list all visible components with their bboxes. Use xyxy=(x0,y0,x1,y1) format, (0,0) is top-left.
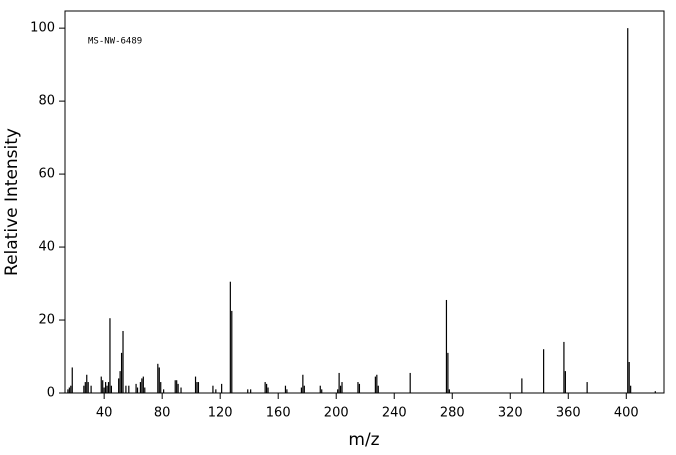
x-tick-label: 280 xyxy=(440,406,465,421)
annotation: MS-NW-6489 xyxy=(88,37,142,47)
x-tick-label: 400 xyxy=(614,406,639,421)
x-tick-label: 200 xyxy=(324,406,349,421)
x-tick-label: 320 xyxy=(498,406,523,421)
x-tick-label: 360 xyxy=(556,406,581,421)
x-tick-label: 120 xyxy=(208,406,233,421)
plot-frame xyxy=(64,10,665,394)
x-tick-label: 240 xyxy=(382,406,407,421)
y-tick-label: 60 xyxy=(38,167,55,182)
x-tick-label: 160 xyxy=(266,406,291,421)
x-tick-label: 80 xyxy=(154,406,171,421)
y-axis-label: Relative Intensity xyxy=(2,128,22,276)
y-tick-label: 20 xyxy=(38,313,55,328)
x-tick-label: 40 xyxy=(96,406,113,421)
y-tick-label: 40 xyxy=(38,240,55,255)
y-tick-label: 80 xyxy=(38,94,55,109)
y-tick-label: 100 xyxy=(30,21,55,36)
x-axis-label: m/z xyxy=(348,430,379,450)
y-tick-label: 0 xyxy=(47,386,55,401)
